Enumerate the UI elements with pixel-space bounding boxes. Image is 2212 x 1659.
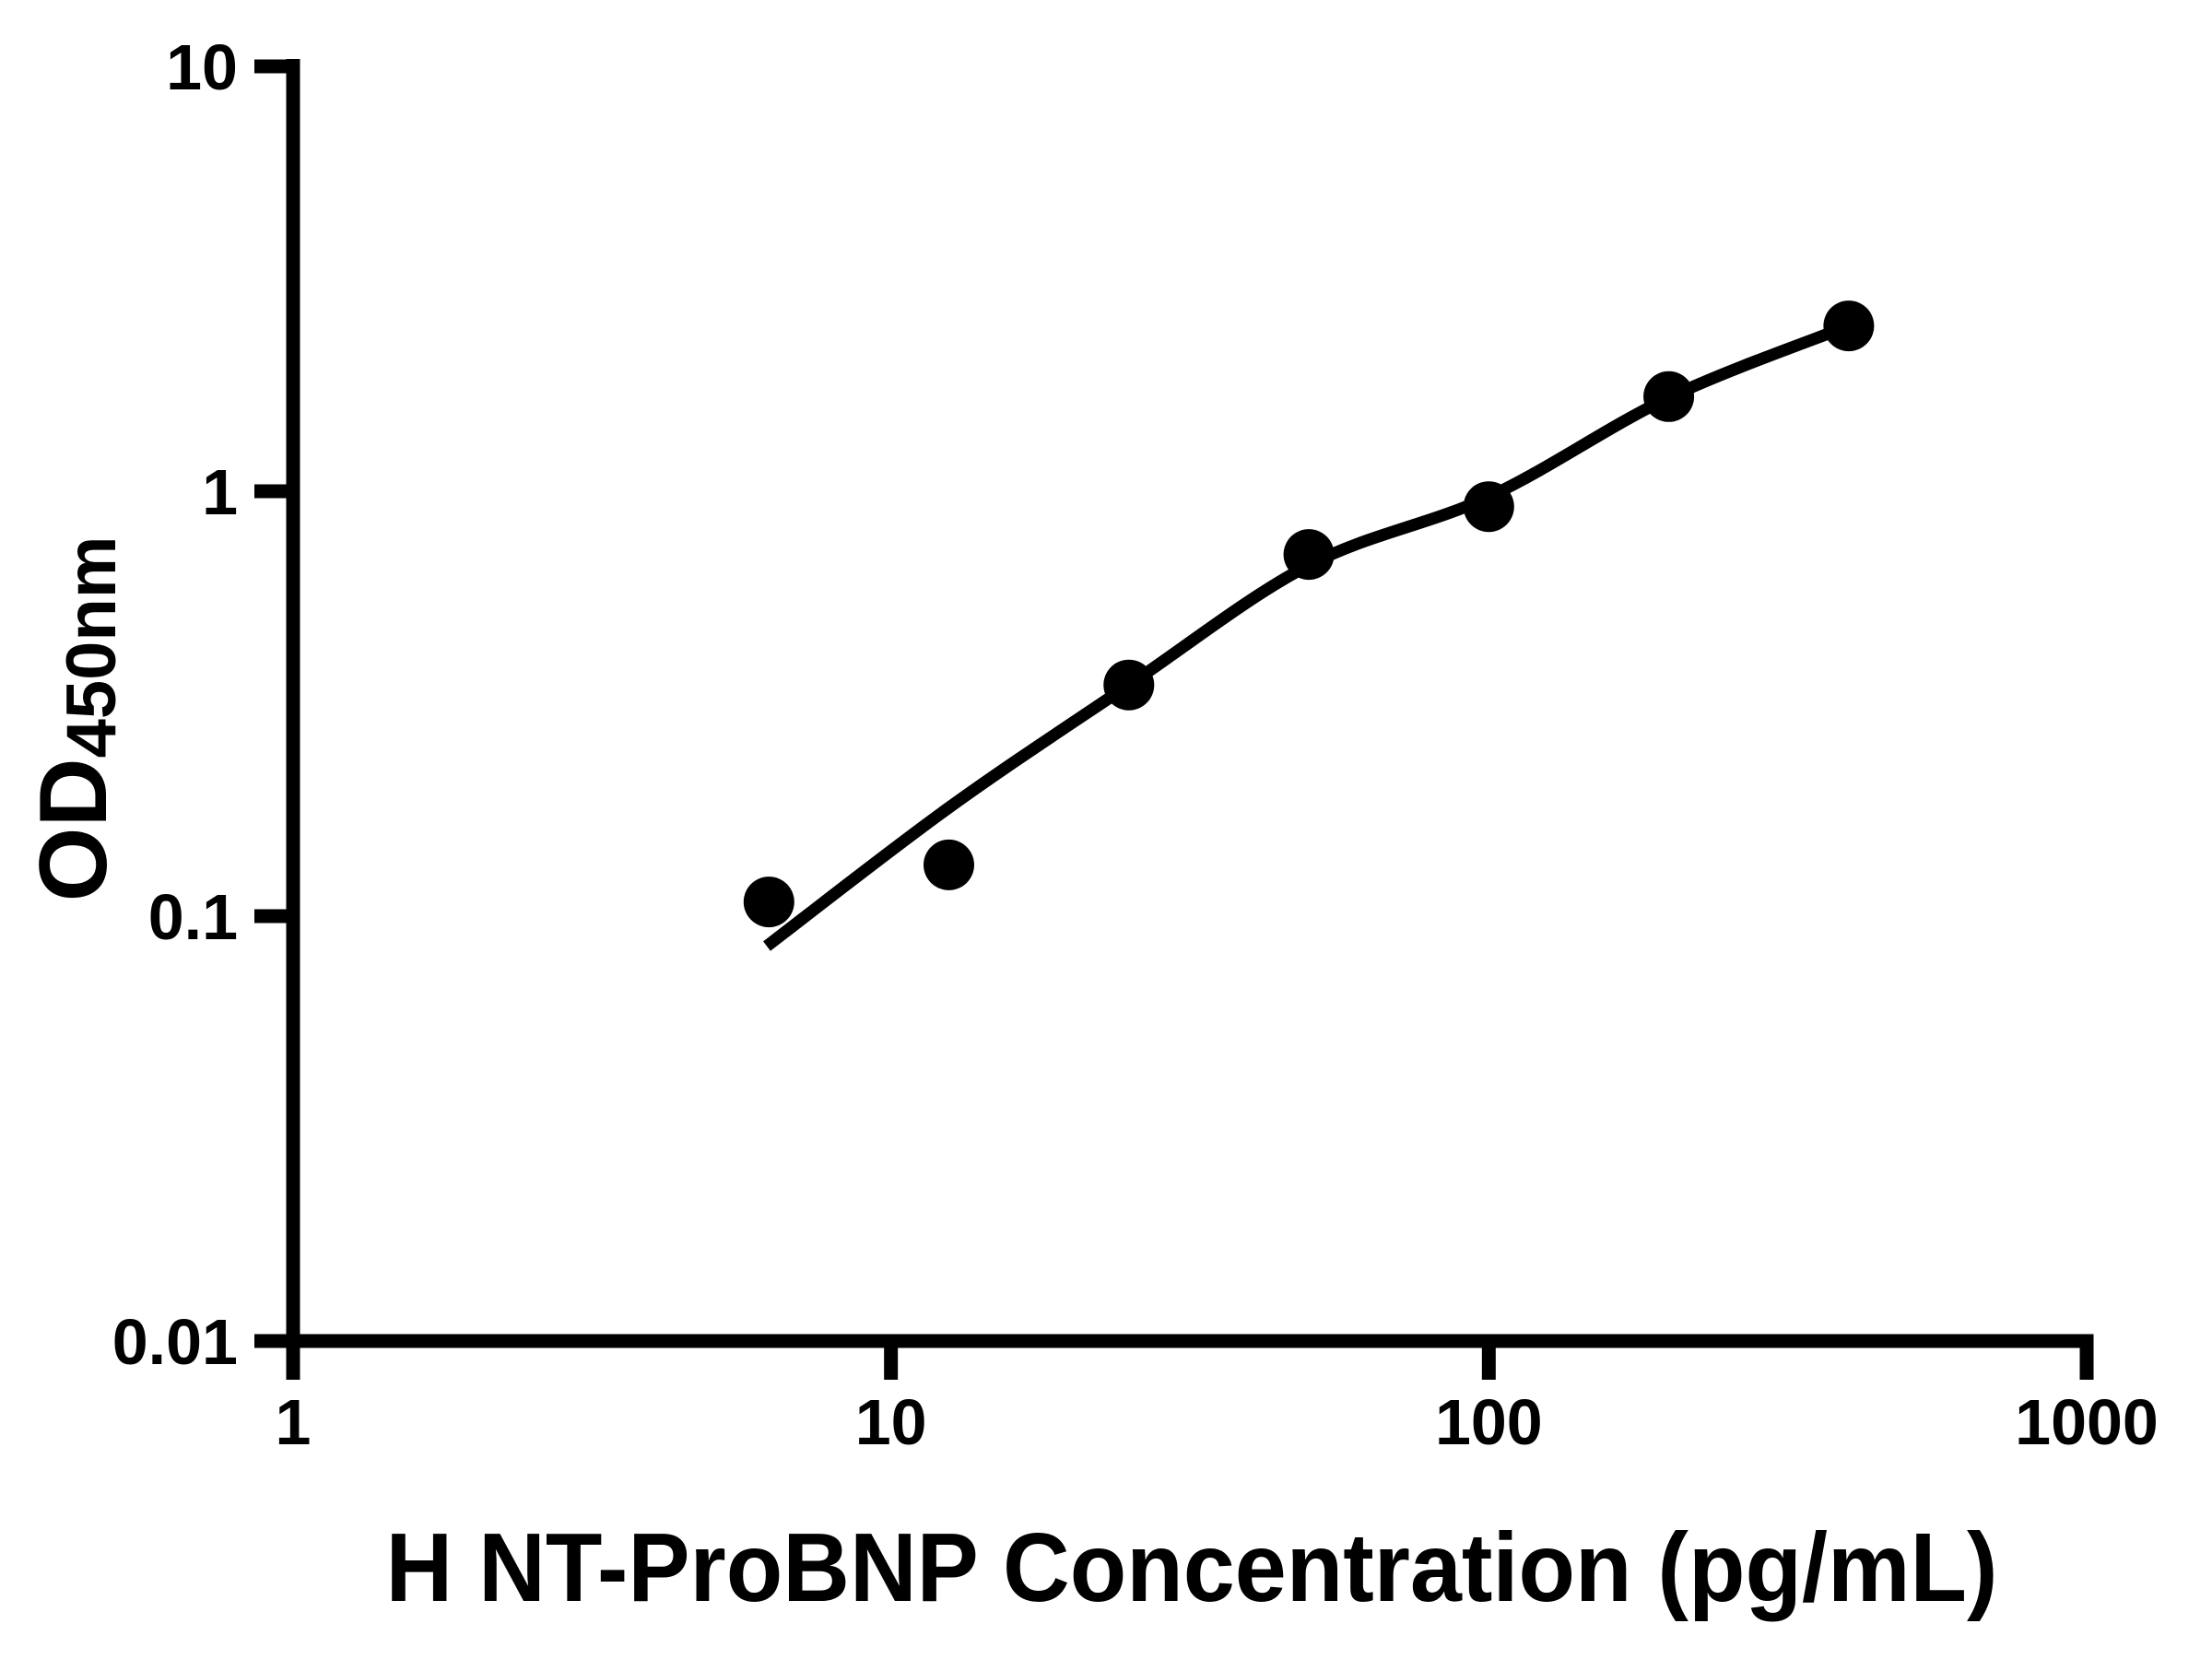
data-point: [1643, 371, 1695, 422]
y-axis-title-subscript: 450nm: [53, 536, 131, 759]
x-tick-label: 1000: [2015, 1386, 2159, 1458]
data-point: [743, 877, 794, 928]
axes: 0.01 0.1 1 10 1 10 100 1000: [112, 31, 2159, 1458]
y-axis-title-main: OD: [20, 758, 127, 901]
data-point: [1103, 659, 1155, 711]
y-axis-title: OD450nm: [20, 536, 131, 902]
x-tick-label: 1: [276, 1386, 312, 1458]
y-tick-label: 0.01: [112, 1306, 238, 1378]
x-axis-title: H NT-ProBNP Concentration (pg/mL): [385, 1512, 1997, 1622]
data-point: [1823, 300, 1875, 352]
data-point: [1463, 481, 1514, 533]
x-tick-label: 10: [855, 1386, 927, 1458]
y-tick-label: 1: [202, 456, 238, 528]
plot-area: [743, 300, 1875, 951]
x-tick-label: 100: [1435, 1386, 1543, 1458]
data-point: [1283, 529, 1335, 581]
data-point: [924, 839, 974, 890]
y-tick-label: 10: [166, 31, 238, 103]
y-tick-label: 0.1: [148, 881, 238, 953]
